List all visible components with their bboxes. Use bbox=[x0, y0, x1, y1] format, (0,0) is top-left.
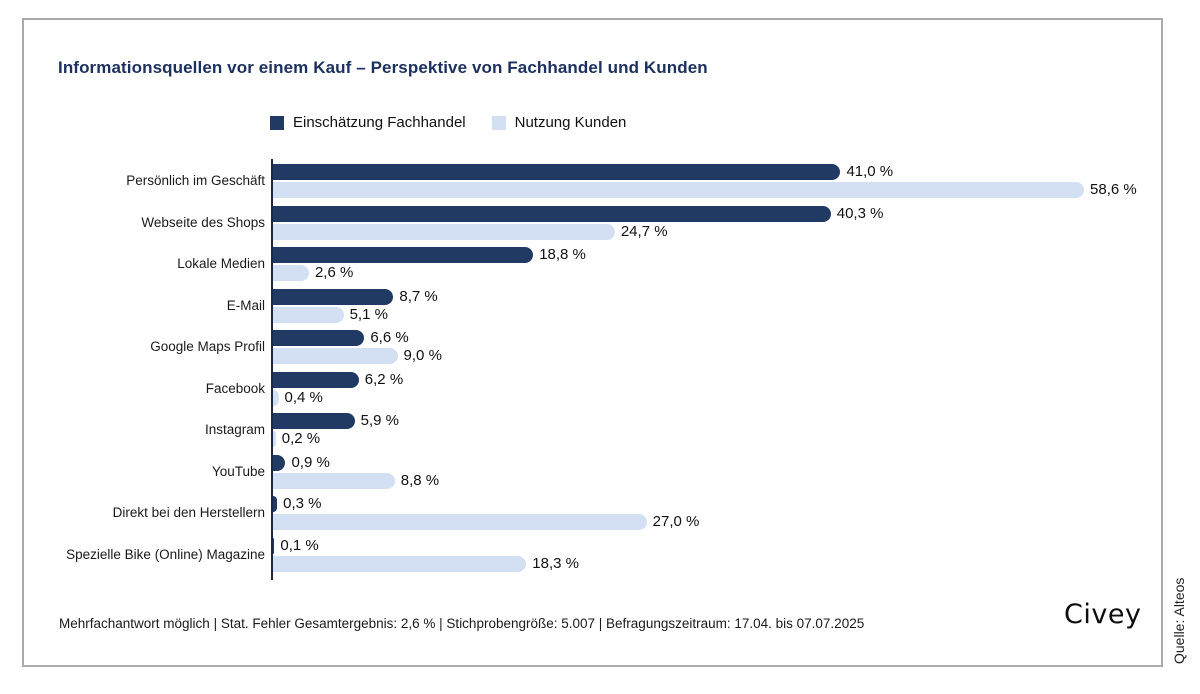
civey-logo: Civey bbox=[1064, 599, 1142, 630]
category-label: Direkt bei den Herstellern bbox=[112, 505, 265, 520]
value-label: 0,1 % bbox=[280, 536, 319, 554]
bar-fachhandel bbox=[273, 330, 365, 346]
category-label: Google Maps Profil bbox=[150, 339, 265, 354]
bar-kunden bbox=[273, 348, 398, 364]
legend-swatch bbox=[270, 115, 284, 130]
value-label: 2,6 % bbox=[314, 264, 354, 281]
bar-kunden bbox=[273, 431, 276, 447]
category-label: Spezielle Bike (Online) Magazine bbox=[66, 546, 265, 562]
legend-label: Einschätzung Fachhandel bbox=[293, 114, 466, 131]
bar-kunden bbox=[273, 389, 279, 406]
bar-fachhandel bbox=[273, 288, 394, 305]
value-label: 27,0 % bbox=[652, 513, 700, 530]
bar-fachhandel bbox=[273, 247, 534, 263]
category-label: YouTube bbox=[211, 463, 265, 479]
value-label: 18,3 % bbox=[532, 554, 579, 572]
value-label: 6,2 % bbox=[364, 370, 404, 388]
value-label: 8,7 % bbox=[399, 287, 438, 305]
value-label: 41,0 % bbox=[846, 163, 894, 180]
plot-area: Persönlich im Geschäft 41,0 % 58,6 % Websei… bbox=[66, 159, 1156, 580]
chart-card: Informationsquellen vor einem Kauf – Per… bbox=[22, 18, 1163, 667]
value-label: 0,4 % bbox=[284, 388, 323, 406]
value-label: 58,6 % bbox=[1090, 181, 1137, 198]
category-label: Persönlich im Geschäft bbox=[126, 173, 265, 188]
category-label: E-Mail bbox=[226, 297, 265, 313]
bar-kunden bbox=[273, 555, 527, 572]
value-label: 5,9 % bbox=[360, 412, 399, 429]
value-label: 18,8 % bbox=[539, 246, 586, 263]
bar-kunden bbox=[273, 306, 344, 323]
bar-fachhandel bbox=[273, 454, 286, 471]
source-credit: Quelle: Alteos bbox=[1171, 577, 1187, 664]
category-label: Webseite des Shops bbox=[141, 214, 265, 230]
legend: Einschätzung Fachhandel Nutzung Kunden bbox=[270, 114, 626, 131]
bar-fachhandel bbox=[273, 371, 359, 388]
value-label: 9,0 % bbox=[403, 347, 442, 364]
footnote: Mehrfachantwort möglich | Stat. Fehler G… bbox=[59, 616, 865, 631]
legend-item-fachhandel: Einschätzung Fachhandel bbox=[270, 114, 466, 131]
bar-kunden bbox=[273, 223, 615, 240]
value-label: 40,3 % bbox=[836, 204, 884, 222]
value-label: 0,3 % bbox=[283, 495, 322, 512]
bar-fachhandel bbox=[273, 164, 841, 180]
value-label: 24,7 % bbox=[620, 222, 668, 240]
chart-title: Informationsquellen vor einem Kauf – Per… bbox=[58, 58, 708, 77]
value-label: 6,6 % bbox=[370, 329, 409, 346]
bar-kunden bbox=[273, 472, 395, 489]
legend-item-kunden: Nutzung Kunden bbox=[491, 114, 627, 131]
bar-kunden bbox=[273, 182, 1085, 198]
value-label: 0,9 % bbox=[291, 453, 330, 471]
value-label: 8,8 % bbox=[400, 471, 440, 489]
bar-fachhandel bbox=[273, 413, 355, 429]
category-label: Lokale Medien bbox=[177, 256, 265, 271]
bar-fachhandel bbox=[273, 205, 831, 222]
legend-label: Nutzung Kunden bbox=[514, 114, 627, 131]
legend-swatch bbox=[491, 115, 506, 130]
bar-fachhandel bbox=[273, 537, 275, 554]
category-label: Facebook bbox=[205, 380, 265, 396]
category-label: Instagram bbox=[204, 422, 265, 437]
bar-kunden bbox=[273, 514, 647, 530]
value-label: 0,2 % bbox=[281, 430, 321, 447]
bar-fachhandel bbox=[273, 496, 278, 512]
value-label: 5,1 % bbox=[349, 305, 388, 323]
bar-kunden bbox=[273, 265, 309, 281]
